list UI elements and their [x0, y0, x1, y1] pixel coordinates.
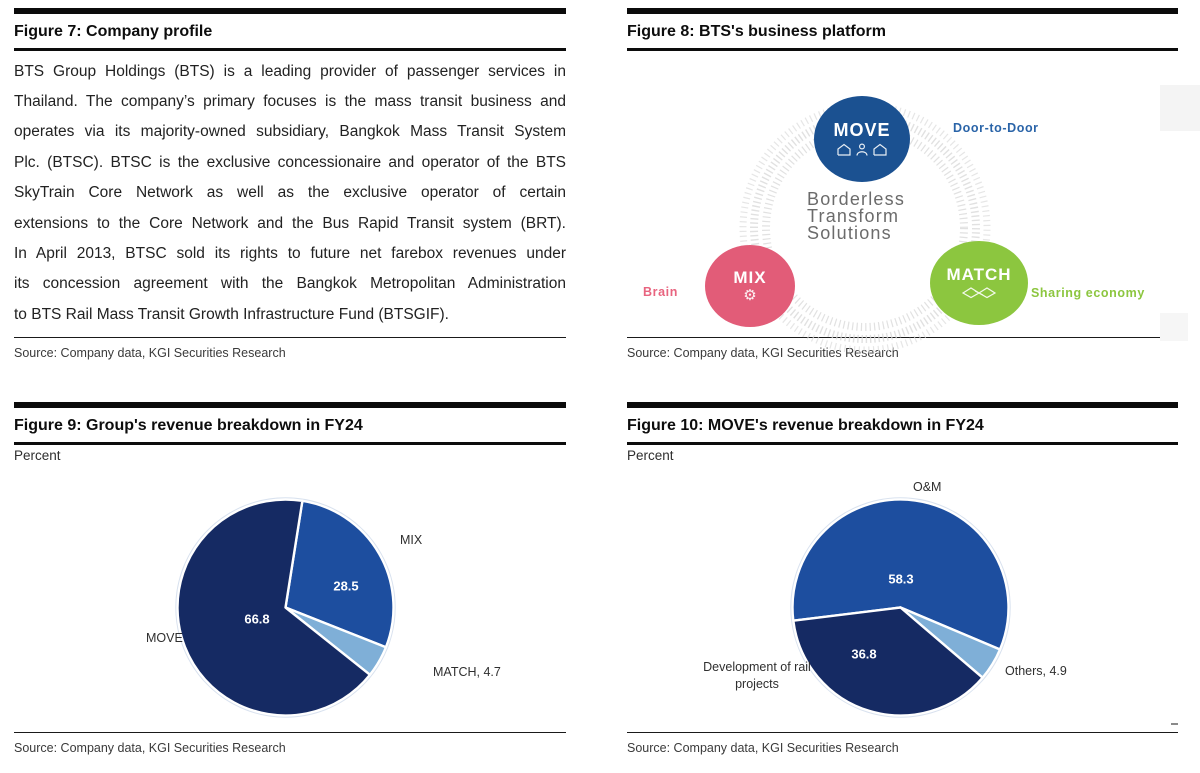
axis-unit-label: Percent: [14, 447, 61, 463]
body-line: operates via its majority-owned subsidia…: [14, 123, 566, 141]
match-slice-label: MATCH, 4.7: [433, 664, 501, 679]
dev-slice-label: Development of rail projects: [697, 659, 817, 693]
company-profile-paragraph: BTS Group Holdings (BTS) is a leading pr…: [14, 51, 566, 331]
slogan-line: Borderless: [807, 188, 906, 209]
figure-9-group-revenue: Figure 9: Group's revenue breakdown in F…: [14, 402, 566, 755]
body-line: to BTS Rail Mass Transit Growth Infrastr…: [14, 305, 449, 323]
scan-artifact: [1160, 312, 1188, 341]
source-note: Source: Company data, KGI Securities Res…: [627, 336, 1178, 360]
mix-label: MIX: [733, 267, 767, 287]
figure-top-rule: [14, 8, 566, 14]
figure-top-rule: [14, 402, 566, 408]
slogan-line: Solutions: [807, 222, 892, 243]
move-label: MOVE: [833, 120, 891, 140]
move-node: MOVE: [814, 95, 910, 182]
pie-slice-o-m: [791, 497, 1010, 651]
figure-title: Figure 8: BTS's business platform: [627, 23, 886, 40]
body-line: BTS Group Holdings (BTS) is a leading pr…: [14, 62, 566, 80]
door-to-door-tag: Door-to-Door: [953, 120, 1039, 135]
figure-10-move-revenue: Figure 10: MOVE's revenue breakdown in F…: [627, 402, 1178, 755]
scan-artifact: [1171, 722, 1178, 725]
source-text: Source: Company data, KGI Securities Res…: [627, 740, 899, 755]
pie-slice-move: [176, 497, 372, 717]
platform-slogan: Borderless Transform Solutions: [807, 188, 906, 243]
handshake-icon: [961, 287, 997, 299]
door-to-door-icon: [837, 143, 887, 156]
mix-slice-value: 28.5: [333, 578, 359, 593]
sharing-economy-tag: Sharing economy: [1031, 285, 1145, 300]
om-slice-label: O&M: [913, 479, 942, 494]
others-slice-label: Others, 4.9: [1005, 663, 1067, 678]
figure-title-rule: [627, 442, 1178, 445]
dev-slice-label-line: Development of rail: [703, 659, 811, 674]
source-text: Source: Company data, KGI Securities Res…: [14, 740, 286, 755]
source-note: Source: Company data, KGI Securities Res…: [14, 336, 566, 360]
pie-chart-group-revenue: [175, 496, 396, 718]
figure-8-business-platform: Figure 8: BTS's business platform Border…: [627, 8, 1200, 360]
dev-slice-label-line: projects: [735, 676, 779, 691]
body-line: SkyTrain Core Network as well as the exc…: [14, 184, 566, 202]
source-text: Source: Company data, KGI Securities Res…: [627, 345, 899, 360]
figure-7-company-profile: Figure 7: Company profile BTS Group Hold…: [14, 8, 566, 360]
slogan-line: Transform: [807, 205, 900, 226]
source-note: Source: Company data, KGI Securities Res…: [627, 731, 1178, 755]
body-line: In April 2013, BTSC sold its rights to f…: [14, 244, 566, 262]
match-node: MATCH: [930, 240, 1028, 325]
om-slice-value: 58.3: [888, 571, 914, 586]
move-slice-value: 66.8: [244, 611, 270, 626]
figure-title: Figure 9: Group's revenue breakdown in F…: [14, 417, 363, 434]
axis-unit-label: Percent: [627, 447, 674, 463]
figure-title-rule: [14, 442, 566, 445]
mix-node: MIX ⚙: [705, 244, 795, 327]
figure-title-rule: [14, 48, 566, 51]
mix-slice-label: MIX: [400, 532, 423, 547]
pie-slice-development-of-rail-projects: [792, 605, 984, 717]
body-line: extensions to the Core Network and the B…: [14, 214, 566, 232]
scan-artifact: [1160, 84, 1200, 131]
source-note: Source: Company data, KGI Securities Res…: [14, 731, 566, 755]
figure-title: Figure 7: Company profile: [14, 23, 213, 40]
pie-chart-move-revenue: [790, 496, 1011, 718]
body-line: its concession agreement with the Bangko…: [14, 275, 566, 293]
figure-title-rule: [627, 48, 1178, 51]
figure-title: Figure 10: MOVE's revenue breakdown in F…: [627, 417, 984, 434]
move-slice-label: MOVE: [146, 630, 183, 645]
figure-top-rule: [627, 402, 1178, 408]
match-label: MATCH: [946, 265, 1012, 284]
body-line: Plc. (BTSC). BTSC is the exclusive conce…: [14, 153, 566, 171]
figure-top-rule: [627, 8, 1178, 14]
pie-slice-mix: [284, 499, 395, 648]
brain-gear-icon: ⚙: [743, 286, 757, 304]
body-line: Thailand. The company’s primary focuses …: [14, 92, 566, 110]
dev-slice-value: 36.8: [851, 646, 877, 661]
brain-tag: Brain: [643, 284, 678, 299]
source-text: Source: Company data, KGI Securities Res…: [14, 345, 286, 360]
